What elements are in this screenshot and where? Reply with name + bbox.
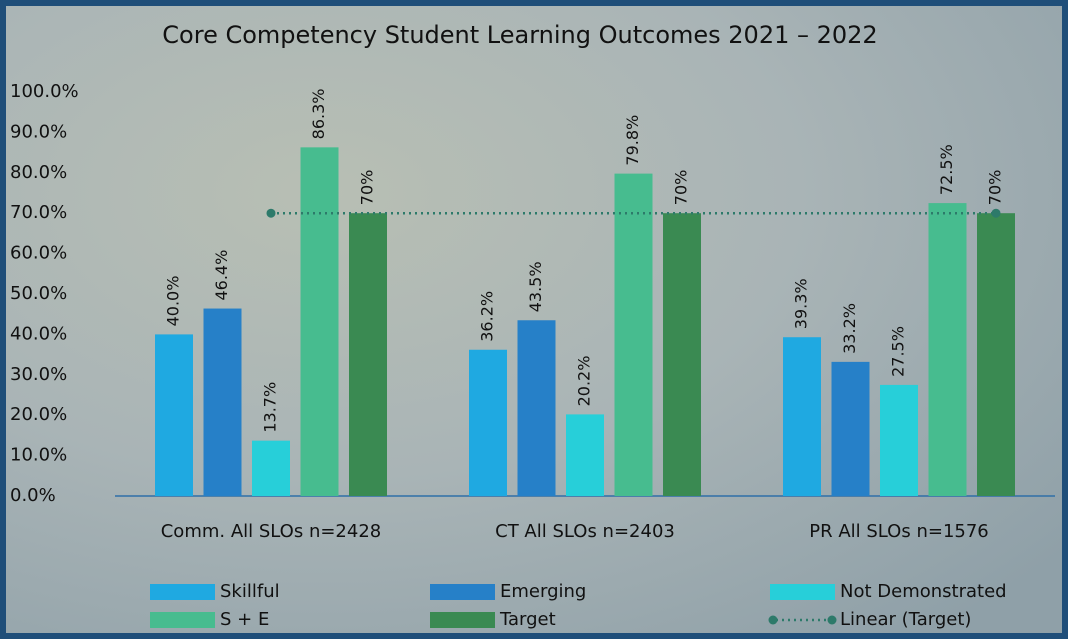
bar	[155, 334, 193, 496]
trend-end	[992, 209, 1001, 218]
bar	[663, 213, 701, 496]
value-label: 36.2%	[478, 291, 497, 342]
x-tick-label: PR All SLOs n=1576	[809, 521, 989, 542]
legend-swatch	[150, 612, 215, 628]
y-tick-label: 80.0%	[10, 162, 67, 183]
bar	[880, 385, 918, 496]
value-label: 43.5%	[526, 261, 545, 312]
bar	[469, 350, 507, 496]
value-label: 86.3%	[309, 89, 328, 140]
bar	[566, 414, 604, 496]
bar	[349, 213, 387, 496]
legend-swatch	[770, 584, 835, 600]
y-tick-label: 30.0%	[10, 364, 67, 385]
bar	[832, 362, 870, 496]
value-label: 79.8%	[623, 115, 642, 166]
bar	[518, 320, 556, 496]
legend-label: Target	[499, 609, 556, 630]
y-tick-label: 90.0%	[10, 121, 67, 142]
value-label: 27.5%	[889, 326, 908, 377]
y-tick-label: 60.0%	[10, 243, 67, 264]
bar	[252, 441, 290, 496]
legend-swatch	[430, 584, 495, 600]
y-tick-label: 100.0%	[10, 81, 79, 102]
value-label: 13.7%	[261, 382, 280, 433]
value-label: 72.5%	[937, 144, 956, 195]
y-tick-label: 40.0%	[10, 323, 67, 344]
value-label: 40.0%	[164, 276, 183, 327]
bar	[929, 203, 967, 496]
legend-swatch	[828, 616, 837, 625]
legend-swatch	[150, 584, 215, 600]
x-tick-label: Comm. All SLOs n=2428	[161, 521, 382, 542]
chart: Core Competency Student Learning Outcome…	[0, 0, 1068, 639]
legend-label: Linear (Target)	[840, 609, 971, 630]
legend-swatch	[769, 616, 778, 625]
legend-swatch	[430, 612, 495, 628]
bar	[615, 174, 653, 496]
value-label: 70%	[358, 170, 377, 206]
bar	[204, 309, 242, 496]
y-tick-label: 0.0%	[10, 485, 56, 506]
bar	[783, 337, 821, 496]
bar	[301, 147, 339, 496]
value-label: 20.2%	[575, 356, 594, 407]
value-label: 46.4%	[212, 250, 231, 301]
value-label: 70%	[986, 170, 1005, 206]
x-tick-label: CT All SLOs n=2403	[495, 521, 675, 542]
legend-label: S + E	[220, 609, 269, 630]
y-tick-label: 10.0%	[10, 445, 67, 466]
value-label: 39.3%	[792, 278, 811, 329]
bar	[977, 213, 1015, 496]
legend-label: Not Demonstrated	[840, 581, 1007, 602]
legend-label: Skillful	[220, 581, 280, 602]
y-tick-label: 20.0%	[10, 404, 67, 425]
y-tick-label: 70.0%	[10, 202, 67, 223]
trend-end	[267, 209, 276, 218]
y-tick-label: 50.0%	[10, 283, 67, 304]
value-label: 33.2%	[840, 303, 859, 354]
chart-title: Core Competency Student Learning Outcome…	[162, 21, 877, 49]
value-label: 70%	[672, 170, 691, 206]
legend-label: Emerging	[500, 581, 586, 602]
